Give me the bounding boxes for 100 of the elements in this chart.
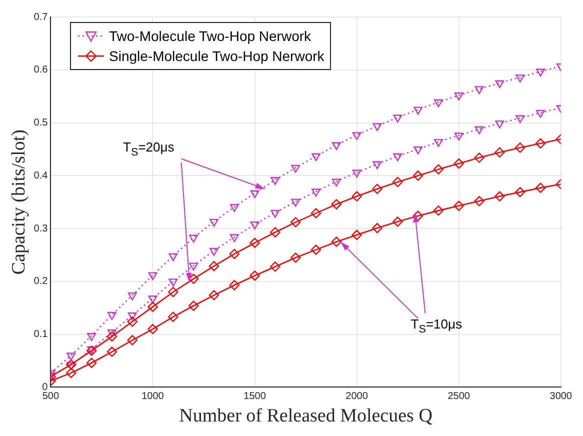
point [148,272,158,280]
y-tick-label: 0.7 [34,12,48,23]
y-axis-title: Capacity (bits/slot) [8,130,30,275]
point [148,302,158,312]
y-tick-label: 0.3 [34,223,48,234]
point [311,188,320,197]
point [106,346,118,357]
point [516,74,525,82]
point [372,161,382,170]
point [474,126,484,134]
point [434,138,443,147]
point [535,182,546,193]
point [535,138,546,148]
point [495,120,504,128]
x-tick-label: 1500 [244,390,266,402]
point [168,312,178,322]
point [250,190,260,198]
point [392,176,403,188]
point [331,236,342,247]
y-tick-label: 0 [42,382,48,393]
point [188,300,199,311]
point [291,198,300,207]
point [474,152,484,163]
point [250,238,260,248]
point [310,244,322,255]
point [536,68,545,77]
point [514,142,526,153]
point [250,270,260,281]
x-tick-label: 2500 [448,390,470,402]
x-axis-title: Number of Released Molecues Q [179,406,433,427]
point [148,296,158,304]
point [230,234,239,242]
legend-label: Two-Molecule Two-Hop Nerwork [109,28,312,44]
point [66,368,76,378]
point [433,205,444,216]
point [393,153,402,162]
point [372,184,382,194]
point [454,132,464,141]
point [412,210,424,221]
point [434,99,443,108]
point [352,191,362,202]
point [229,248,240,260]
point [474,196,484,206]
point [270,210,280,218]
point [209,218,218,227]
y-tick-label: 0.1 [34,329,48,340]
point [332,178,341,187]
point [514,186,526,198]
point [474,86,484,94]
y-tick-label: 0.2 [34,276,48,288]
point [87,333,96,341]
y-tick-label: 0.5 [34,118,48,129]
annotation: T$_{S}$=10μs [410,317,462,336]
point [536,110,545,118]
y-tick-label: 0.6 [34,64,48,76]
point [372,123,382,132]
point [290,217,301,228]
point [127,335,138,346]
point [127,316,138,327]
point [414,146,423,154]
point [454,200,464,211]
point [290,252,301,263]
point [412,170,424,181]
point [250,221,260,230]
point [107,329,116,338]
x-tick-label: 2000 [346,390,368,402]
point [208,290,220,300]
point [208,260,220,272]
point [270,177,280,185]
point [209,248,218,256]
point [230,204,239,212]
point [352,170,362,178]
point [270,262,280,272]
point [106,331,118,342]
point [454,158,464,169]
point [331,199,342,210]
point [168,253,178,262]
y-tick-label: 0.4 [34,170,48,182]
point [495,80,504,88]
point [311,153,320,162]
point [168,278,178,287]
point [352,132,362,140]
point [148,324,158,334]
point [128,312,137,320]
legend-label: Single-Molecule Two-Hop Nerwork [109,48,324,64]
point [310,208,322,218]
point [433,164,444,174]
point [107,312,116,320]
point [270,227,280,238]
point [66,362,76,370]
point [168,286,178,298]
point [494,147,505,158]
point [229,280,240,290]
annotation: T$_{S}$=20μs [123,140,174,158]
point [516,115,525,124]
point [494,191,505,202]
point [372,222,382,234]
point [392,216,403,227]
x-tick-label: 500 [42,390,60,402]
point [188,274,199,284]
